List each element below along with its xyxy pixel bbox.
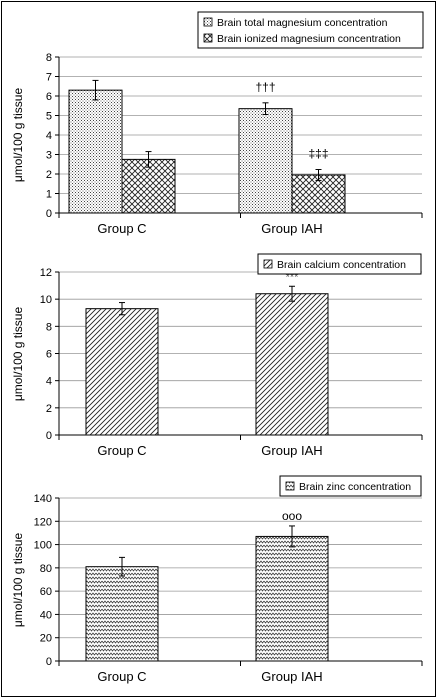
y-tick-label: 100	[34, 540, 52, 552]
legend-label: Brain total magnesium concentration	[217, 17, 388, 29]
y-tick-label: 120	[34, 516, 52, 528]
y-axis-label: μmol/100 g tissue	[11, 533, 25, 628]
legend-box	[197, 11, 424, 49]
y-tick-label: 0	[46, 208, 52, 220]
bar	[68, 89, 123, 214]
bar	[255, 535, 329, 662]
y-tick-label: 40	[40, 609, 52, 621]
y-tick-label: 20	[40, 633, 52, 645]
legend: Brain calcium concentration	[257, 253, 422, 275]
y-tick-label: 6	[46, 91, 52, 103]
y-tick-label: 4	[46, 376, 52, 388]
y-tick-label: 1	[46, 189, 52, 201]
significance-marker: ‡‡‡	[308, 147, 328, 161]
bar	[85, 308, 159, 436]
legend-swatch	[263, 259, 273, 269]
category-label: Group C	[97, 443, 146, 458]
y-axis-label: μmol/100 g tissue	[11, 88, 25, 183]
y-tick-label: 5	[46, 111, 52, 123]
category-label: Group IAH	[261, 221, 322, 236]
y-tick-label: 7	[46, 72, 52, 84]
legend-box	[257, 253, 422, 275]
bar	[291, 174, 346, 214]
chart-1: 0 1 2 3 4 5 6 7 8 μmol/100 g tissue Group C Group I…	[11, 11, 424, 236]
y-tick-label: 140	[34, 493, 52, 505]
chart-2: 0 2 4 6 8 10 12 μmol/100 g tissue Group C Group I…	[11, 253, 423, 458]
y-tick-label: 10	[40, 294, 52, 306]
legend-swatch	[203, 33, 213, 43]
category-label: Group C	[97, 669, 146, 684]
legend-swatch	[203, 17, 213, 27]
significance-marker: †††	[255, 80, 275, 94]
bar	[255, 293, 329, 436]
significance-marker: ooo	[282, 509, 302, 523]
y-axis-label: μmol/100 g tissue	[11, 307, 25, 402]
category-label: Group IAH	[261, 669, 322, 684]
y-tick-label: 80	[40, 563, 52, 575]
legend-label: Brain calcium concentration	[277, 259, 406, 271]
legend-label: Brain zinc concentration	[299, 481, 411, 493]
y-tick-label: 6	[46, 349, 52, 361]
bar	[238, 108, 293, 214]
y-tick-label: 2	[46, 169, 52, 181]
chart-3: 0 20 40 60 80 100 120 140 μmol/100 g tissue Group…	[11, 475, 423, 684]
y-tick-label: 8	[46, 52, 52, 64]
legend: Brain zinc concentration	[279, 475, 422, 497]
y-tick-label: 0	[46, 430, 52, 442]
legend-label: Brain ionized magnesium concentration	[217, 33, 401, 45]
y-tick-label: 2	[46, 403, 52, 415]
y-tick-label: 4	[46, 130, 52, 142]
y-tick-label: 0	[46, 656, 52, 668]
bar	[85, 566, 159, 662]
legend: Brain total magnesium concentration Brain…	[197, 11, 424, 49]
legend-swatch	[285, 481, 295, 491]
y-tick-label: 3	[46, 150, 52, 162]
category-label: Group C	[97, 221, 146, 236]
y-tick-label: 8	[46, 321, 52, 333]
y-tick-label: 12	[40, 267, 52, 279]
y-tick-label: 60	[40, 586, 52, 598]
category-label: Group IAH	[261, 443, 322, 458]
legend-box	[279, 475, 422, 497]
